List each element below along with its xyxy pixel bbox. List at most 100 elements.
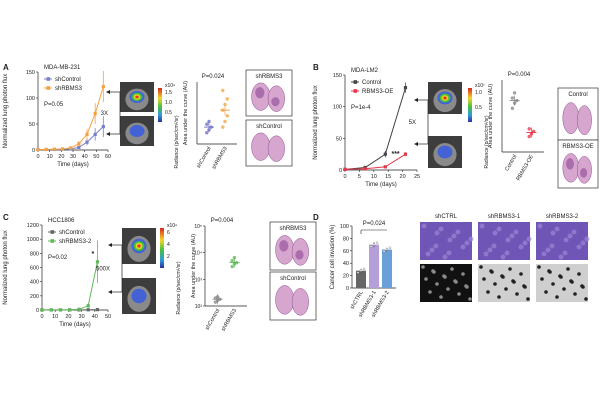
dot-point	[510, 96, 515, 100]
stained-cell	[460, 244, 466, 250]
y-tick-label: 20	[343, 274, 349, 280]
y-axis-label: Normalized lung photon flux	[3, 74, 9, 148]
threshold-cell	[540, 277, 544, 281]
x-tick-label: 5	[358, 174, 361, 180]
tumor-nodule	[580, 168, 588, 178]
legend-marker	[353, 80, 358, 84]
stained-cell	[464, 240, 470, 246]
data-point	[101, 125, 105, 129]
fold-change: 5X	[409, 120, 416, 126]
data-point	[93, 132, 97, 136]
legend-label: shControl	[55, 77, 81, 83]
dot-y-tick-label: 10³	[195, 277, 203, 283]
mouse-high-signal	[135, 95, 139, 99]
threshold-cell	[511, 279, 515, 283]
data-point	[68, 308, 72, 312]
legend-marker	[50, 230, 55, 234]
threshold-cell	[482, 277, 486, 281]
threshold-cell	[544, 290, 548, 294]
data-point	[60, 147, 65, 151]
y-tick-label: 100	[333, 105, 342, 111]
data-point	[403, 86, 408, 90]
lung-tissue	[576, 105, 592, 135]
threshold-cell	[551, 282, 555, 286]
threshold-cell	[584, 297, 588, 301]
threshold-cell	[461, 272, 465, 276]
stained-cell	[492, 230, 498, 236]
panel-letter: C	[3, 213, 9, 222]
colorbar-tick-label: 2	[167, 254, 170, 260]
y-tick-label: 0	[36, 308, 39, 314]
data-point	[85, 132, 89, 136]
tumor-nodule	[566, 158, 574, 170]
threshold-image	[420, 264, 472, 302]
dot-y-axis-label: Area under the curve (AU)	[191, 234, 197, 298]
threshold-cell	[464, 284, 468, 288]
legend-marker	[46, 77, 51, 81]
stained-cell	[442, 254, 448, 260]
bar-point	[382, 250, 386, 253]
stained-cell	[451, 233, 457, 239]
bar	[369, 244, 379, 288]
series-line	[38, 126, 104, 150]
dot-point	[510, 106, 515, 110]
y-tick-label: 60	[343, 249, 349, 255]
bar-point	[362, 267, 366, 270]
data-point	[101, 84, 105, 89]
legend-marker	[353, 89, 358, 93]
y-tick-label: 800	[30, 251, 39, 257]
threshold-cell	[577, 272, 581, 276]
data-point	[95, 308, 100, 312]
bar-point	[372, 243, 376, 246]
dot-p-value: P=0.024	[202, 74, 225, 80]
legend-label: shControl	[59, 230, 85, 236]
tumor-nodule	[271, 97, 280, 107]
significance-stars: *	[91, 251, 94, 258]
colorbar	[468, 88, 472, 122]
y-tick-label: 40	[343, 261, 349, 267]
y-axis-label: Normalized lung photon flux	[3, 230, 9, 304]
dot-point	[205, 122, 209, 126]
x-axis-label: Time (days)	[59, 322, 90, 328]
fold-change: 3X	[101, 111, 108, 117]
data-point	[95, 260, 100, 264]
y-tick-label: 100	[26, 96, 35, 102]
dot-category-label: shControl	[196, 146, 213, 169]
arrow-head	[108, 290, 112, 294]
chart-title: MDA-LM2	[351, 68, 379, 74]
legend-label: RBMS3-OE	[362, 89, 393, 95]
threshold-cell	[569, 279, 573, 283]
stained-cell	[433, 243, 439, 249]
histology-label: shRBMS3	[255, 74, 283, 80]
threshold-cell	[435, 282, 439, 286]
y-tick-label: 0	[346, 286, 349, 292]
data-point	[77, 145, 81, 149]
lung-tissue	[275, 285, 295, 315]
panel-C: C 0 10 20 30 40 50 0 200 400 600 800 1000 1200 Time (d…	[3, 213, 317, 332]
dot-y-axis-label: Area under the curve (AU)	[183, 81, 189, 145]
stained-cell	[434, 230, 440, 236]
threshold-cell	[468, 297, 472, 301]
data-point	[77, 307, 81, 311]
threshold-cell	[442, 274, 446, 278]
fold-change: 500X	[96, 267, 110, 273]
panel-A: A 0 10 20 30 40 50 60 0 50 100 150 Time (days) Normal…	[3, 63, 293, 170]
x-tick-label: 10	[52, 314, 58, 320]
stained-cell	[522, 240, 528, 246]
dot-point	[221, 125, 225, 129]
stained-cell	[576, 244, 582, 250]
threshold-cell	[457, 292, 461, 296]
threshold-cell	[439, 295, 443, 299]
y-tick-label: 1200	[27, 223, 39, 229]
dot-point	[230, 258, 234, 263]
threshold-cell	[515, 292, 519, 296]
threshold-cell	[522, 284, 526, 288]
stained-cell	[545, 247, 551, 253]
dot-point	[221, 88, 225, 93]
dot-point	[225, 114, 229, 118]
threshold-cell	[424, 277, 428, 281]
dot-point	[225, 97, 229, 101]
threshold-image	[478, 264, 530, 302]
histology-label: shRBMS3	[279, 226, 307, 232]
